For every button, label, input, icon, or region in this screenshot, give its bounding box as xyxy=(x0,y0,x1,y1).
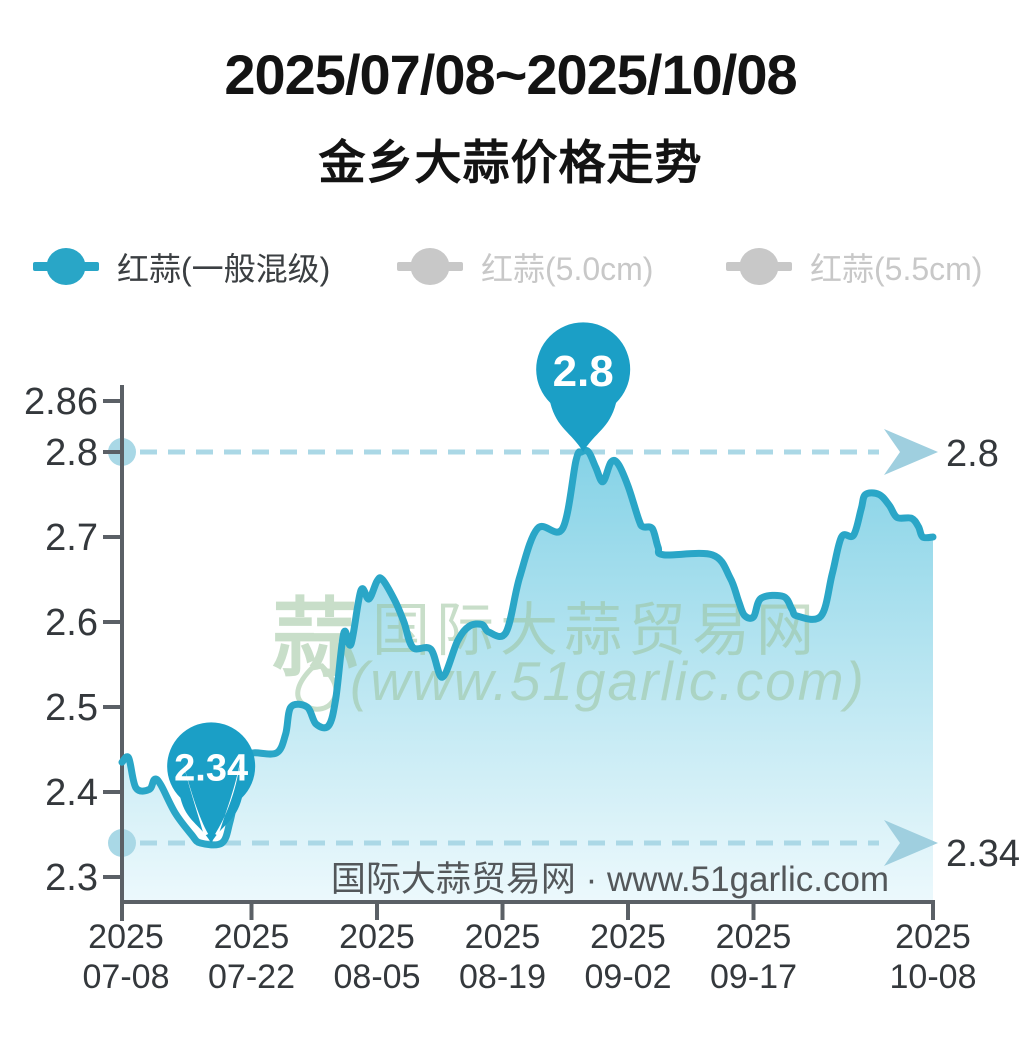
x-tick-label-date: 07-22 xyxy=(208,958,295,996)
watermark-garlic-bulb-icon xyxy=(295,663,339,712)
legend-label: 红蒜(一般混级) xyxy=(117,251,331,287)
min-value-right-label: 2.34 xyxy=(946,833,1020,875)
y-tick-label: 2.6 xyxy=(45,602,98,644)
x-tick-label-date: 09-17 xyxy=(710,958,797,996)
x-tick-label-date: 09-02 xyxy=(585,958,672,996)
credit-text: 国际大蒜贸易网 · www.51garlic.com xyxy=(331,860,889,899)
max-value-right-label: 2.8 xyxy=(946,433,999,475)
legend: 红蒜(一般混级) 红蒜(5.0cm) 红蒜(5.5cm) xyxy=(0,244,1021,292)
x-tick-label-year: 2025 xyxy=(339,918,415,956)
legend-marker-icon xyxy=(397,248,463,285)
legend-label: 红蒜(5.5cm) xyxy=(810,251,983,287)
legend-marker-icon xyxy=(33,248,99,285)
page-title: 金乡大蒜价格走势 xyxy=(318,136,703,189)
x-tick-label-date: 08-19 xyxy=(459,958,546,996)
y-tick-label: 2.86 xyxy=(24,381,98,423)
area-fill-layer xyxy=(122,450,933,902)
y-tick-label: 2.3 xyxy=(45,857,98,899)
legend-marker-icon xyxy=(726,248,792,285)
reference-arrow-icon xyxy=(884,429,938,475)
page-title-date-range: 2025/07/08~2025/10/08 xyxy=(224,43,797,106)
legend-dot-icon xyxy=(46,248,86,285)
max-balloon xyxy=(536,322,631,452)
min-balloon xyxy=(167,722,256,843)
x-tick-label-date: 08-05 xyxy=(334,958,421,996)
x-tick-label-year: 2025 xyxy=(590,918,666,956)
x-tick-label-date: 10-08 xyxy=(890,958,977,996)
minmax-balloon-layer: 2.8 2.34 xyxy=(167,322,631,843)
reference-arrow-icon xyxy=(884,820,938,866)
y-tick-label: 2.4 xyxy=(45,772,98,814)
y-tick-label: 2.5 xyxy=(45,687,98,729)
area-fill xyxy=(122,450,933,902)
legend-dot-icon xyxy=(739,248,779,285)
watermark-site-url: (www.51garlic.com) xyxy=(350,650,866,712)
y-tick-label: 2.7 xyxy=(45,517,98,559)
x-tick-label-year: 2025 xyxy=(465,918,541,956)
max-balloon-label: 2.8 xyxy=(553,347,614,396)
legend-item-hongsuan-mixed[interactable]: 红蒜(一般混级) xyxy=(33,244,330,290)
y-tick-label: 2.8 xyxy=(45,432,98,474)
x-tick-label-year: 2025 xyxy=(88,918,164,956)
x-tick-label-year: 2025 xyxy=(716,918,792,956)
reference-and-axes-layer: 2.862.82.72.62.52.42.3202507-08202507-22… xyxy=(24,381,976,996)
legend-item-hongsuan-5cm[interactable]: 红蒜(5.0cm) xyxy=(397,244,653,290)
legend-dot-icon xyxy=(410,248,450,285)
x-tick-label-date: 07-08 xyxy=(83,958,170,996)
min-balloon-label: 2.34 xyxy=(174,748,248,790)
x-tick-label-year: 2025 xyxy=(214,918,290,956)
legend-item-hongsuan-5-5cm[interactable]: 红蒜(5.5cm) xyxy=(726,244,982,290)
legend-label: 红蒜(5.0cm) xyxy=(481,251,654,287)
x-tick-label-year: 2025 xyxy=(895,918,971,956)
